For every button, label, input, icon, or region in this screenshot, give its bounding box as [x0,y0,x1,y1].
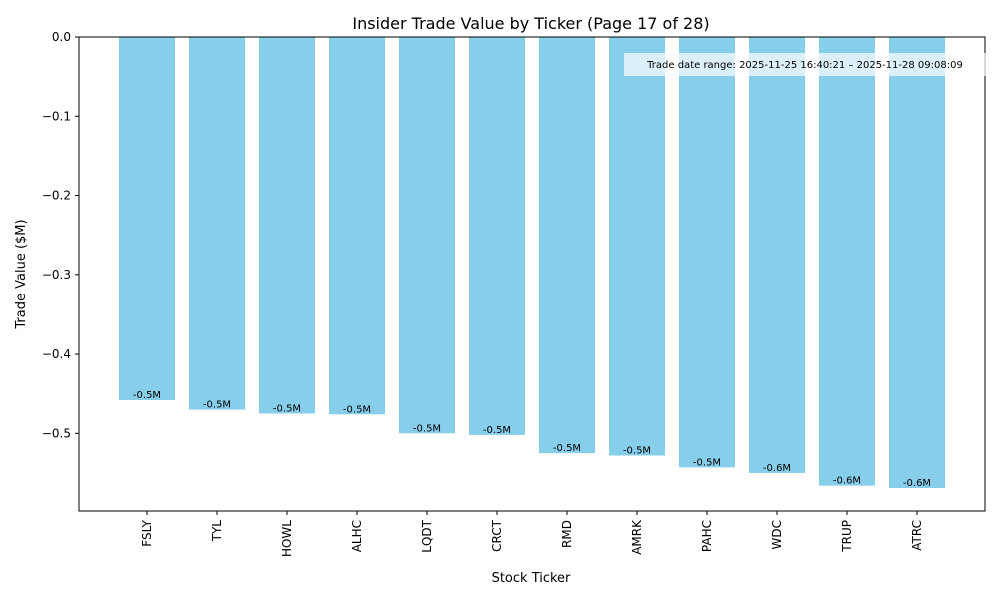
x-tick-label: LQDT [420,519,434,552]
x-tick-label: RMD [560,520,574,548]
x-tick-label: CRCT [490,519,504,551]
bar-value-label: -0.5M [273,404,301,415]
y-axis-label: Trade Value ($M) [14,219,29,329]
x-axis-ticks: FSLY TYL HOWL ALHC LQDT CRCT RMD AMRK PAHC WDC TRU… [140,511,924,557]
bar-value-label: -0.5M [693,457,721,468]
bar-amrk [609,37,665,456]
bar-value-label: -0.5M [133,390,161,401]
chart-title: Insider Trade Value by Ticker (Page 17 o… [352,14,709,33]
y-tick-label: −0.3 [42,268,71,282]
bar-value-label: -0.6M [833,476,861,487]
bar-value-label: -0.6M [903,478,931,489]
bar-fsly [119,37,175,401]
bar-howl [259,37,315,414]
bar-value-label: -0.5M [413,423,441,434]
y-tick-label: −0.1 [42,109,71,123]
x-tick-label: TRUP [840,520,854,553]
annotation-text: Trade date range: 2025-11-25 16:40:21 – … [646,60,963,71]
plot-area-frame [78,36,986,512]
annotation-box [624,53,986,76]
bar-value-label: -0.5M [553,443,581,454]
x-axis-label: Stock Ticker [492,571,571,586]
bar-trup [819,37,875,486]
x-tick-label: WDC [770,520,784,549]
bars-group [119,37,945,489]
y-axis-ticks: 0.0 −0.1 −0.2 −0.3 −0.4 −0.5 [42,30,79,440]
x-tick-label: PAHC [700,520,714,552]
bar-atrc [889,37,945,489]
bar-labels-group: -0.5M -0.5M -0.5M -0.5M -0.5M -0.5M -0.5M -0.5M… [133,390,931,489]
bar-value-label: -0.6M [763,463,791,474]
x-tick-label: AMRK [630,519,644,555]
bar-tyl [189,37,245,410]
y-tick-label: −0.2 [42,189,71,203]
bar-alhc [329,37,385,415]
y-tick-label: 0.0 [52,30,71,44]
bar-value-label: -0.5M [623,446,651,457]
bar-lqdt [399,37,455,434]
x-tick-label: HOWL [280,520,294,557]
x-tick-label: ATRC [910,520,924,551]
bar-pahc [679,37,735,468]
y-tick-label: −0.4 [42,347,71,361]
x-tick-label: ALHC [350,520,364,552]
bar-value-label: -0.5M [343,404,371,415]
x-tick-label: TYL [210,520,224,543]
date-range-annotation: Trade date range: 2025-11-25 16:40:21 – … [624,53,986,76]
bar-crct [469,37,525,435]
bar-value-label: -0.5M [483,425,511,436]
bar-value-label: -0.5M [203,400,231,411]
x-tick-label: FSLY [140,519,154,546]
y-tick-label: −0.5 [42,426,71,440]
bar-rmd [539,37,595,454]
bar-wdc [749,37,805,473]
